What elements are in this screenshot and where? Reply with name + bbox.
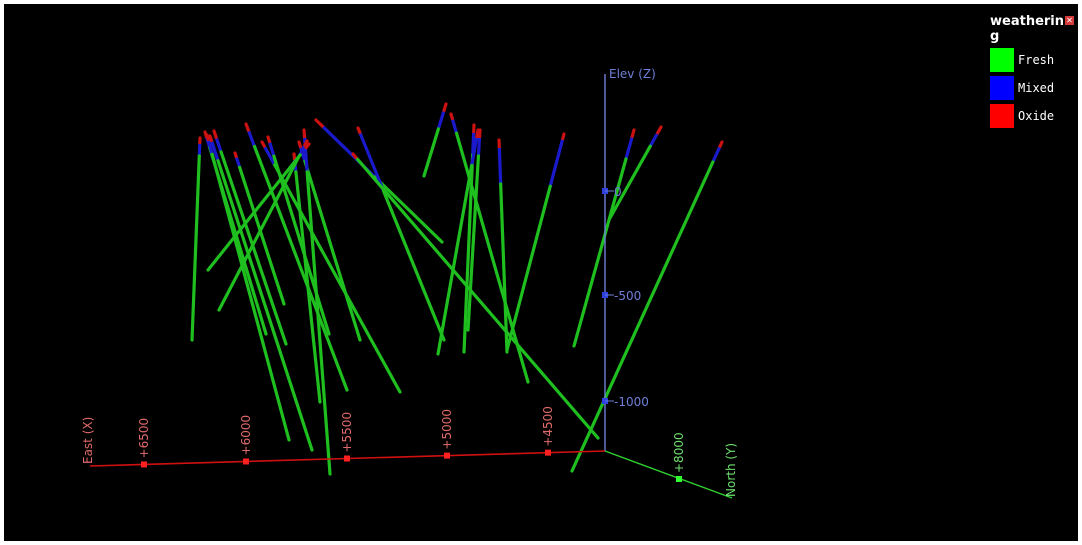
drillhole-oxide-segment bbox=[562, 134, 564, 140]
drillhole-oxide-segment bbox=[268, 137, 270, 143]
drillhole-oxide-segment bbox=[294, 154, 295, 160]
north-tick-marker bbox=[676, 476, 682, 482]
legend-item-fresh: Fresh bbox=[990, 48, 1076, 72]
elev-tick-label: 0 bbox=[614, 185, 622, 199]
drillhole-oxide-segment bbox=[444, 104, 446, 112]
drillhole-oxide-segment bbox=[632, 130, 634, 138]
legend-swatch-mixed bbox=[990, 76, 1014, 100]
legend-label-mixed: Mixed bbox=[1018, 81, 1054, 95]
drillhole-oxide-segment bbox=[210, 136, 212, 142]
drillhole-oxide-segment bbox=[207, 135, 209, 141]
weathering-legend: weathering ✕ Fresh Mixed Oxide bbox=[990, 14, 1076, 128]
drillhole-oxide-segment bbox=[657, 127, 661, 134]
east-tick-label: +6500 bbox=[137, 418, 151, 459]
drillhole-mixed-segment bbox=[478, 138, 479, 156]
drillhole-oxide-segment bbox=[235, 153, 237, 158]
east-tick-label: +5000 bbox=[440, 409, 454, 450]
drillhole-scene[interactable]: Elev (Z) 0 -500 -1000 +6500 +6000 +5500 +5000 +4… bbox=[4, 4, 1078, 541]
east-axis-label: East (X) bbox=[81, 417, 95, 464]
drillhole-oxide-segment bbox=[214, 131, 217, 139]
drillhole-mixed-segment bbox=[438, 112, 443, 129]
drillhole-mixed-segment bbox=[650, 134, 657, 146]
drillhole-mixed-segment bbox=[217, 139, 221, 152]
drillhole-fresh-segment bbox=[424, 129, 438, 176]
drillhole-fresh-segment bbox=[275, 165, 400, 392]
east-tick-marker bbox=[141, 461, 147, 467]
east-tick-label: +6000 bbox=[239, 415, 253, 456]
close-icon[interactable]: ✕ bbox=[1065, 16, 1074, 25]
drillhole-fresh-segment bbox=[358, 159, 598, 438]
legend-item-mixed: Mixed bbox=[990, 76, 1076, 100]
drillhole-mixed-segment bbox=[626, 138, 632, 159]
east-tick-label: +4500 bbox=[541, 406, 555, 447]
drillhole-fresh-segment bbox=[507, 186, 550, 350]
east-tick-marker bbox=[444, 453, 450, 459]
north-axis-line bbox=[605, 451, 732, 498]
east-tick-marker bbox=[545, 450, 551, 456]
drillhole-mixed-segment bbox=[360, 134, 383, 191]
legend-item-oxide: Oxide bbox=[990, 104, 1076, 128]
drillhole-mixed-segment bbox=[453, 120, 457, 133]
drillhole-oxide-segment bbox=[262, 142, 265, 147]
drillhole-oxide-segment bbox=[299, 142, 301, 148]
north-axis-label: North (Y) bbox=[724, 443, 738, 497]
drillhole-oxide-segment bbox=[358, 128, 360, 134]
drillhole-mixed-segment bbox=[499, 148, 500, 184]
drillhole-fresh-segment bbox=[221, 152, 286, 344]
east-tick-label: +5500 bbox=[340, 412, 354, 453]
legend-swatch-fresh bbox=[990, 48, 1014, 72]
north-tick-label: +8000 bbox=[672, 432, 686, 473]
drillhole-oxide-segment bbox=[451, 114, 453, 120]
elev-axis-label: Elev (Z) bbox=[609, 67, 656, 81]
legend-swatch-oxide bbox=[990, 104, 1014, 128]
elev-tick-label: -1000 bbox=[614, 395, 649, 409]
east-tick-marker bbox=[344, 456, 350, 462]
drillhole-oxide-segment bbox=[720, 142, 722, 147]
drillhole-oxide-segment bbox=[304, 130, 305, 138]
drillhole-fresh-segment bbox=[192, 156, 199, 340]
legend-title: weathering bbox=[990, 14, 1066, 44]
east-tick-marker bbox=[243, 458, 249, 464]
drillhole-fresh-segment bbox=[572, 162, 713, 471]
drillhole-mixed-segment bbox=[713, 147, 720, 162]
drillhole-mixed-segment bbox=[550, 140, 562, 186]
drillhole-oxide-segment bbox=[246, 124, 249, 131]
drillhole-fresh-segment bbox=[375, 177, 442, 242]
3d-viewport[interactable]: Elev (Z) 0 -500 -1000 +6500 +6000 +5500 +5000 +4… bbox=[4, 4, 1078, 541]
drillhole-fresh-segment bbox=[274, 156, 329, 334]
drillhole-fresh-segment bbox=[610, 146, 650, 218]
legend-label-oxide: Oxide bbox=[1018, 109, 1054, 123]
drillhole-oxide-segment bbox=[477, 130, 478, 138]
drillhole-mixed-segment bbox=[249, 131, 255, 146]
elev-tick-label: -500 bbox=[614, 289, 641, 303]
legend-label-fresh: Fresh bbox=[1018, 53, 1054, 67]
drillhole-oxide-segment bbox=[316, 120, 323, 127]
